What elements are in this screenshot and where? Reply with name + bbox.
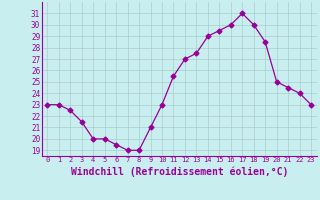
X-axis label: Windchill (Refroidissement éolien,°C): Windchill (Refroidissement éolien,°C) [70, 166, 288, 177]
